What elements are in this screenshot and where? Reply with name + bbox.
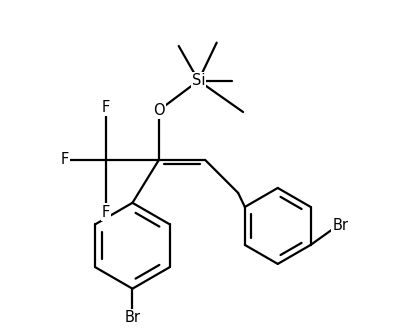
Text: Br: Br [124, 310, 141, 325]
Text: F: F [61, 153, 69, 167]
Text: O: O [153, 103, 165, 118]
Text: Br: Br [333, 218, 349, 233]
Text: F: F [102, 100, 110, 115]
Text: Si: Si [192, 73, 205, 88]
Text: F: F [102, 204, 110, 219]
